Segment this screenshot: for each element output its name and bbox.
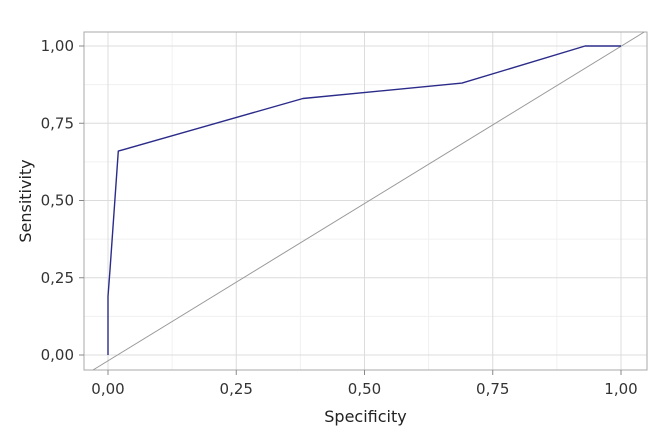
y-tick-label: 0,25: [41, 269, 74, 287]
y-tick-label: 0,00: [41, 346, 74, 364]
series-layer: [107, 45, 621, 355]
y-tick-label: 0,50: [41, 192, 74, 210]
x-axis-ticks: 0,00 0,25 0,50 0,75 1,00: [91, 370, 638, 398]
y-tick-label: 1,00: [41, 37, 74, 55]
x-tick-label: 0,75: [476, 380, 509, 398]
x-tick-label: 0,25: [220, 380, 253, 398]
x-tick-label: 1,00: [604, 380, 637, 398]
roc-curve: [107, 45, 621, 355]
grid: [84, 32, 647, 370]
y-tick-label: 0,75: [41, 114, 74, 132]
x-tick-label: 0,00: [91, 380, 124, 398]
y-axis-ticks: 0,00 0,25 0,50 0,75 1,00: [41, 37, 84, 364]
y-axis-title: Sensitivity: [16, 159, 35, 242]
x-axis-title: Specificity: [324, 407, 406, 426]
reference-diagonal: [92, 31, 645, 371]
reference-line: [92, 31, 645, 371]
x-tick-label: 0,50: [348, 380, 381, 398]
